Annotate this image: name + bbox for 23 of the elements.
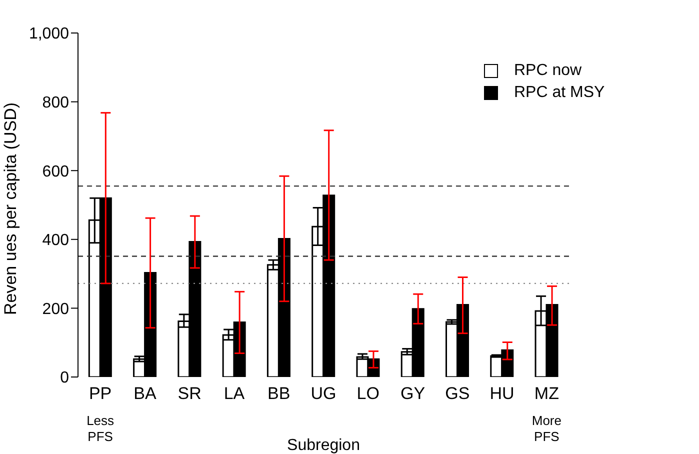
x-tick-label: BA bbox=[134, 384, 157, 403]
x-tick-label: LO bbox=[356, 384, 380, 403]
x-tick-label: LA bbox=[224, 384, 246, 403]
x-tick-label: GS bbox=[445, 384, 470, 403]
legend-label: RPC at MSY bbox=[514, 84, 605, 102]
y-tick-label: 600 bbox=[42, 163, 70, 180]
x-axis-title: Subregion bbox=[287, 437, 360, 454]
y-tick-label: 0 bbox=[60, 370, 70, 387]
text: More PFS bbox=[532, 413, 562, 444]
x-tick-label: MZ bbox=[534, 384, 559, 403]
x-tick-label: UG bbox=[310, 384, 336, 403]
x-tick-label: PP bbox=[88, 384, 112, 403]
x-tick-label: BB bbox=[268, 384, 290, 403]
y-tick-label: 400 bbox=[42, 232, 70, 250]
y-tick-label: 800 bbox=[42, 94, 70, 112]
text: Less PFS bbox=[86, 413, 115, 444]
y-tick-label: 200 bbox=[42, 300, 70, 318]
x-tick-label: GY bbox=[400, 384, 426, 403]
y-tick-label: 1,000 bbox=[28, 26, 70, 43]
x-tick-label: HU bbox=[490, 384, 514, 403]
legend-label: RPC now bbox=[514, 62, 582, 80]
x-tick-label: SR bbox=[178, 384, 202, 403]
y-axis-title: Reven ues per capita (USD) bbox=[1, 102, 20, 315]
